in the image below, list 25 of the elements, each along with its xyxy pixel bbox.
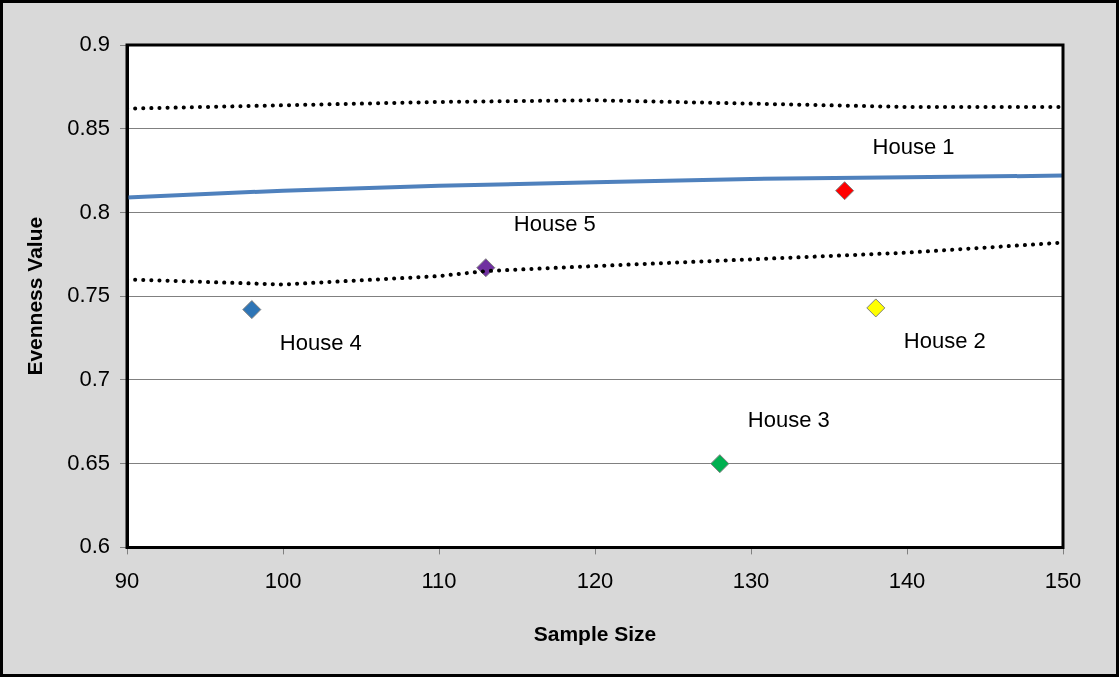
point bbox=[866, 298, 886, 318]
x-tick-label: 110 bbox=[421, 567, 457, 593]
annotation: House 4 bbox=[279, 329, 362, 355]
y-axis-title: Evenness Value bbox=[23, 216, 47, 376]
x-tick-label: 150 bbox=[1044, 567, 1082, 593]
x-tick-label: 90 bbox=[114, 567, 140, 593]
y-tick-label: 0.9 bbox=[79, 31, 111, 57]
annotation: House 5 bbox=[513, 210, 596, 236]
y-tick-label: 0.8 bbox=[79, 198, 111, 224]
y-tick-label: 0.6 bbox=[79, 533, 111, 559]
x-tick-label: 120 bbox=[576, 567, 614, 593]
point bbox=[710, 454, 730, 474]
point bbox=[242, 300, 262, 320]
x-axis-title: Sample Size bbox=[533, 622, 657, 646]
annotation: House 1 bbox=[872, 133, 955, 159]
y-tick-label: 0.7 bbox=[79, 366, 111, 391]
annotation: House 2 bbox=[903, 327, 986, 353]
x-tick-label: 140 bbox=[888, 567, 926, 593]
x-tick-label: 130 bbox=[732, 567, 770, 593]
point bbox=[835, 181, 855, 201]
annotation: House 3 bbox=[747, 406, 830, 432]
y-tick-label: 0.85 bbox=[67, 114, 111, 140]
x-tick-label: 100 bbox=[264, 567, 302, 593]
y-tick-label: 0.65 bbox=[67, 449, 111, 475]
y-tick-label: 0.75 bbox=[67, 282, 111, 308]
